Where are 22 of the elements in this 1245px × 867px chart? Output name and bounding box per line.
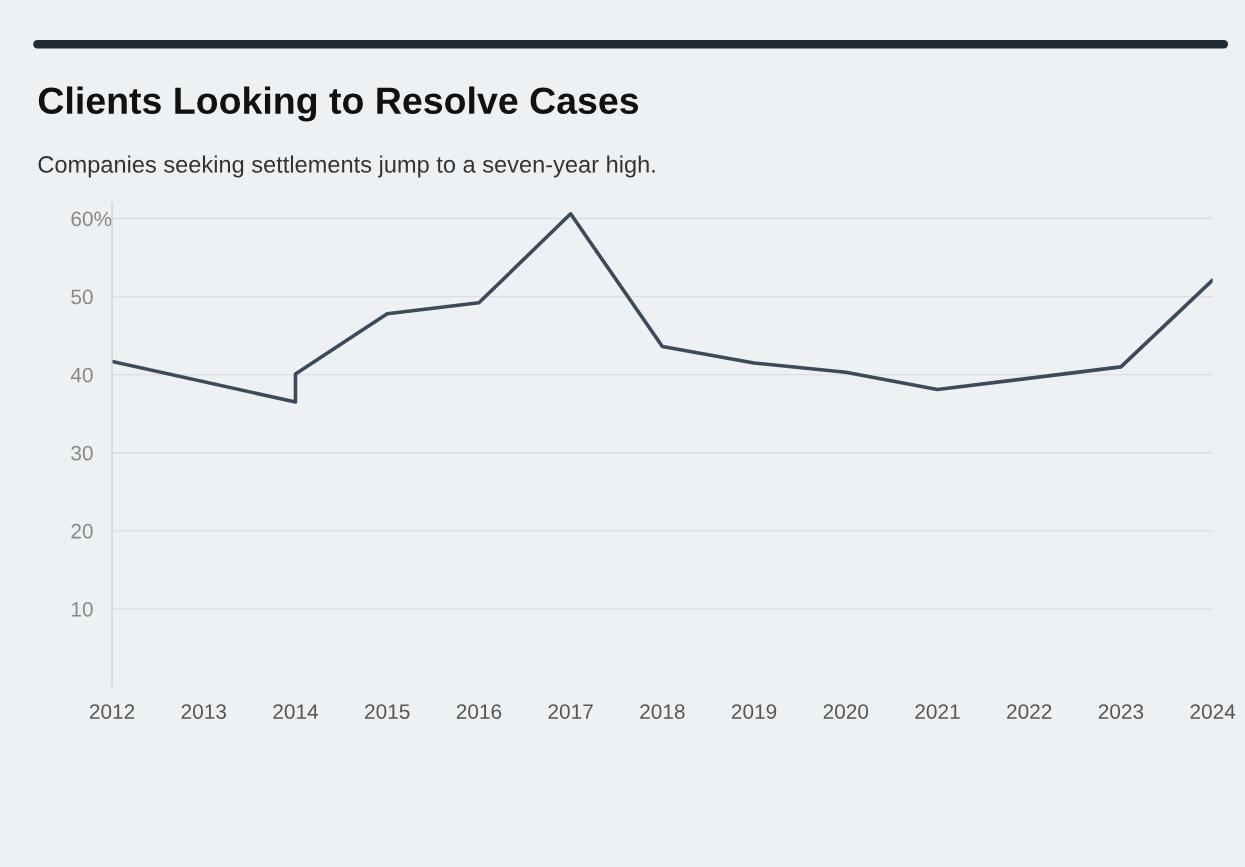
chart-subtitle: Companies seeking settlements jump to a seven-year high. [38,155,655,178]
y-tick-label: 50 [71,289,93,305]
y-tick-label: 10 [71,601,93,617]
x-tick-label: 2024 [1190,704,1236,719]
x-tick-label: 2023 [1098,704,1144,719]
x-tick-label: 2021 [915,704,960,719]
y-tick-label: 20 [71,523,93,539]
line-series [112,212,1213,404]
y-tick-label: 30 [71,445,93,461]
chart-title: Clients Looking to Resolve Cases [38,86,639,122]
y-tick-label: 60% [71,211,112,227]
x-tick-label: 2015 [365,704,410,719]
x-tick-label: 2022 [1007,704,1052,719]
x-tick-label: 2016 [456,704,502,719]
x-tick-label: 2020 [823,704,869,719]
x-tick-label: 2017 [548,704,593,719]
x-tick-label: 2019 [731,704,777,719]
x-tick-label: 2018 [640,704,685,719]
x-tick-label: 2012 [89,704,135,719]
x-tick-label: 2013 [181,704,227,719]
x-tick-label: 2014 [273,704,319,719]
y-tick-label: 40 [70,367,93,383]
